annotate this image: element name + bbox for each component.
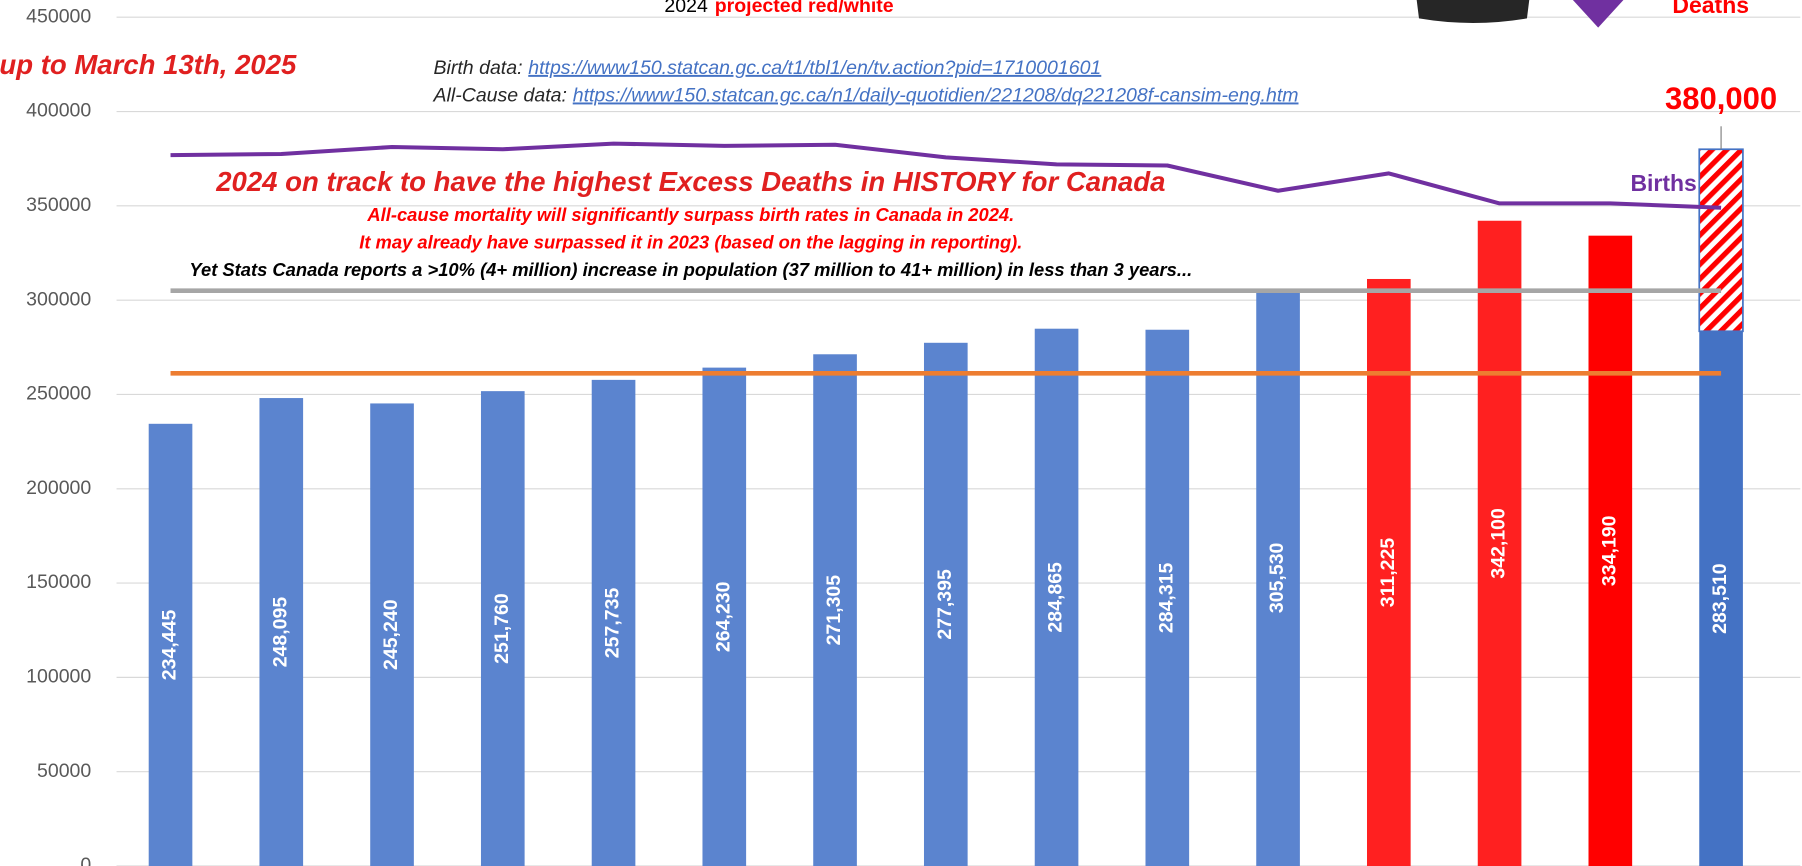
- y-tick-label: 50000: [37, 760, 91, 782]
- value-label: 284,315: [1155, 562, 1177, 633]
- source-line: All-Cause data: https://www150.statcan.gc…: [433, 85, 1299, 107]
- value-label: 251,760: [491, 593, 513, 664]
- jar-icon: [1417, 0, 1530, 23]
- annotation: All-cause mortality will significantly s…: [366, 204, 1014, 225]
- source-label: Birth data:: [434, 57, 523, 79]
- annotation: It may already have surpassed it in 2023…: [359, 231, 1022, 252]
- y-tick-label: 300000: [26, 288, 91, 310]
- projection-year: 2024: [664, 0, 708, 17]
- date-note: up to March 13th, 2025: [0, 49, 297, 80]
- chart: 0 50000 100000 150000 200000 250000 300000 3500…: [0, 0, 1802, 866]
- source-line: Birth data:https://www150.statcan.gc.ca/…: [434, 57, 1102, 79]
- value-label: 248,095: [269, 597, 291, 668]
- source-url[interactable]: https://www150.statcan.gc.ca/t1/tbl1/en/…: [528, 57, 1101, 79]
- y-tick-label: 250000: [26, 383, 91, 405]
- y-tick-label: 350000: [26, 194, 91, 216]
- value-label: 342,100: [1488, 508, 1510, 579]
- value-label: 257,735: [602, 588, 624, 659]
- y-tick-label: 200000: [26, 477, 91, 499]
- value-label: 277,395: [934, 569, 956, 640]
- value-label: 271,305: [823, 575, 845, 646]
- y-tick-label: 450000: [26, 5, 91, 27]
- y-tick-label: 100000: [26, 666, 91, 688]
- y-tick-label: 0: [80, 854, 91, 866]
- value-label: 283,510: [1709, 563, 1731, 634]
- chart-title: 2024 on track to have the highest Excess…: [215, 166, 1165, 197]
- source-url[interactable]: https://www150.statcan.gc.ca/n1/daily-qu…: [573, 85, 1299, 107]
- value-label: 284,865: [1045, 562, 1067, 633]
- value-label: 234,445: [159, 609, 181, 680]
- series-label: Births: [1630, 170, 1696, 196]
- page: {"chart_data": { "type": "bar", "title":…: [0, 0, 1802, 866]
- value-label: 305,530: [1266, 542, 1288, 613]
- value-label: 334,190: [1598, 515, 1620, 586]
- y-tick-label: 150000: [26, 571, 91, 593]
- source-label: All-Cause data:: [433, 85, 567, 107]
- value-label: 245,240: [380, 599, 402, 670]
- y-tick-label: 400000: [26, 100, 91, 122]
- value-label: 311,225: [1377, 538, 1399, 608]
- projection-note: 2024 projected red/white: [664, 0, 893, 17]
- projection-text: projected red/white: [715, 0, 894, 17]
- legend-label: Deaths: [1672, 0, 1749, 18]
- value-label: 264,230: [712, 581, 734, 652]
- total-label: 380,000: [1665, 81, 1777, 116]
- projected-segment: [1699, 149, 1743, 331]
- annotation: Yet Stats Canada reports a >10% (4+ mill…: [189, 259, 1192, 280]
